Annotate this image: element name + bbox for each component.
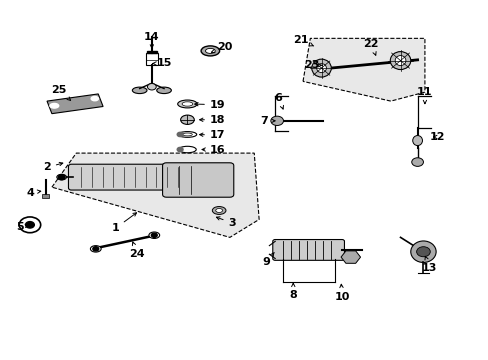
Ellipse shape — [205, 48, 215, 53]
Text: 7: 7 — [260, 116, 275, 126]
Circle shape — [58, 175, 65, 180]
Polygon shape — [303, 39, 424, 101]
Ellipse shape — [182, 102, 192, 106]
Ellipse shape — [410, 241, 435, 262]
Ellipse shape — [149, 232, 159, 238]
Ellipse shape — [90, 246, 101, 252]
Text: 8: 8 — [289, 283, 297, 300]
Text: 25: 25 — [51, 85, 70, 100]
Text: 24: 24 — [129, 242, 145, 258]
FancyBboxPatch shape — [147, 50, 157, 53]
Text: 2: 2 — [43, 162, 62, 172]
Ellipse shape — [147, 84, 156, 90]
Ellipse shape — [201, 46, 219, 56]
Ellipse shape — [157, 87, 171, 94]
Circle shape — [270, 116, 283, 126]
Text: 18: 18 — [199, 115, 225, 125]
FancyBboxPatch shape — [41, 194, 49, 198]
Ellipse shape — [212, 207, 225, 215]
Ellipse shape — [215, 208, 222, 212]
FancyBboxPatch shape — [162, 163, 233, 197]
Text: 11: 11 — [416, 87, 432, 104]
Text: 17: 17 — [199, 130, 225, 140]
Text: 4: 4 — [26, 188, 41, 198]
Text: 5: 5 — [17, 222, 29, 231]
Text: 16: 16 — [202, 144, 225, 154]
Ellipse shape — [91, 96, 98, 101]
Text: 21: 21 — [292, 35, 313, 46]
Polygon shape — [47, 94, 103, 114]
Circle shape — [151, 233, 157, 237]
Ellipse shape — [50, 103, 59, 108]
Ellipse shape — [394, 55, 405, 66]
Ellipse shape — [177, 100, 197, 108]
Text: 10: 10 — [334, 284, 349, 302]
Ellipse shape — [316, 64, 326, 73]
Text: 23: 23 — [304, 60, 322, 70]
Ellipse shape — [178, 132, 196, 137]
Text: 6: 6 — [274, 93, 283, 109]
Text: 1: 1 — [111, 213, 136, 233]
Ellipse shape — [389, 51, 410, 69]
Circle shape — [177, 147, 183, 152]
Ellipse shape — [178, 146, 196, 153]
Ellipse shape — [182, 133, 192, 136]
Ellipse shape — [412, 135, 422, 145]
Circle shape — [93, 247, 99, 251]
Text: 15: 15 — [153, 58, 171, 68]
Text: 12: 12 — [428, 132, 444, 142]
Circle shape — [25, 222, 34, 228]
Ellipse shape — [180, 115, 194, 125]
Circle shape — [416, 247, 429, 257]
Circle shape — [411, 158, 423, 166]
Text: 3: 3 — [216, 217, 236, 228]
Text: 20: 20 — [211, 42, 232, 53]
Polygon shape — [52, 153, 259, 237]
Text: 13: 13 — [421, 256, 437, 273]
Ellipse shape — [311, 59, 330, 77]
Text: 22: 22 — [363, 39, 378, 55]
Text: 9: 9 — [262, 252, 274, 267]
Ellipse shape — [57, 174, 66, 180]
Text: 14: 14 — [144, 32, 160, 48]
Text: 19: 19 — [194, 100, 225, 110]
Circle shape — [177, 132, 183, 136]
FancyBboxPatch shape — [68, 164, 218, 190]
FancyBboxPatch shape — [146, 53, 158, 65]
FancyBboxPatch shape — [272, 239, 344, 260]
Ellipse shape — [132, 87, 147, 94]
